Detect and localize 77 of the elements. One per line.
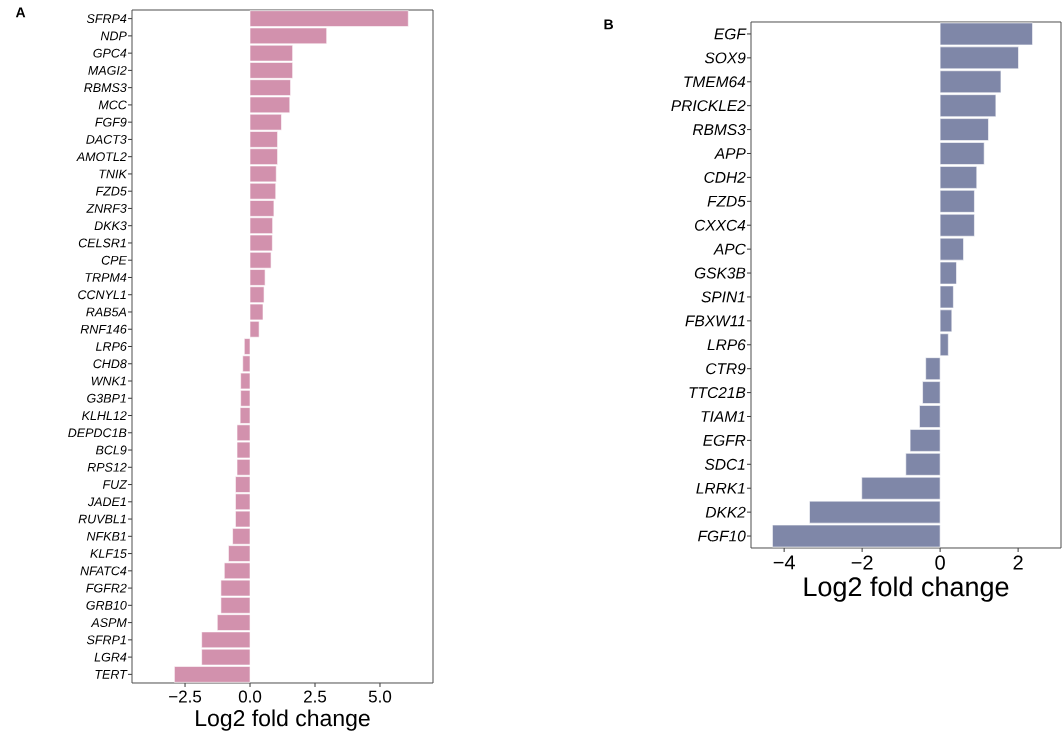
x-tick-label: 2	[1013, 555, 1023, 570]
y-tick-label: FUZ	[102, 480, 128, 489]
x-tick-label: −4	[773, 555, 795, 570]
y-tick-label: FZD5	[707, 195, 746, 207]
y-tick-label: AMOTL2	[76, 152, 127, 162]
y-tick-label: MCC	[98, 100, 127, 110]
y-tick-label: APC	[713, 243, 746, 255]
y-tick-label: CTR9	[706, 363, 746, 375]
y-tick-label: FBXW11	[685, 315, 745, 327]
y-tick-label: GRB10	[86, 600, 127, 610]
y-tick-label: CCNYL1	[78, 290, 126, 300]
x-axis-title: Log2 fold change	[804, 576, 1009, 602]
y-tick-label: DKK2	[705, 506, 746, 518]
y-tick-label: RNF146	[80, 324, 127, 334]
y-tick-label: TIAM1	[701, 411, 745, 422]
x-tick-label: −2.5	[169, 690, 202, 703]
x-tick-label: 0.0	[238, 690, 262, 703]
y-tick-label: APP	[714, 148, 746, 159]
y-tick-label: NFKB1	[86, 532, 126, 541]
y-tick-label: FZD5	[95, 186, 127, 196]
bar	[174, 666, 251, 683]
y-tick-label: KLHL12	[82, 411, 127, 420]
y-tick-label: SDC1	[704, 458, 745, 470]
y-tick-label: SFRP1	[86, 635, 126, 645]
x-tick-label: 5.0	[368, 690, 392, 703]
x-axis-title: Log2 fold change	[196, 709, 370, 731]
y-tick-label: SOX9	[704, 52, 746, 64]
y-tick-label: JADE1	[87, 497, 126, 507]
y-tick-label: CXXC4	[694, 219, 746, 231]
y-tick-label: SPIN1	[701, 291, 745, 303]
y-tick-label: PRICKLE2	[671, 100, 746, 112]
y-tick-label: FGF9	[95, 117, 127, 127]
y-tick-label: TMEM64	[684, 76, 746, 88]
y-tick-label: DEPDC1B	[68, 428, 127, 438]
y-tick-label: G3BP1	[87, 393, 126, 403]
y-tick-label: EGF	[714, 28, 747, 40]
y-tick-label: RUVBL1	[78, 514, 126, 524]
y-tick-label: GPC4	[93, 48, 127, 58]
y-tick-label: GSK3B	[694, 267, 746, 279]
y-tick-label: CPE	[101, 255, 127, 265]
y-tick-label: CDH2	[704, 171, 746, 183]
y-tick-label: TTC21B	[689, 387, 746, 399]
y-tick-label: LRP6	[95, 342, 127, 351]
y-tick-label: MAGI2	[88, 65, 127, 75]
y-tick-label: EGFR	[703, 434, 746, 446]
y-tick-label: TERT	[95, 670, 128, 679]
y-tick-label: TNIK	[99, 169, 128, 179]
x-tick-label: 2.5	[304, 690, 327, 703]
y-tick-label: WNK1	[91, 376, 126, 386]
y-tick-label: ASPM	[90, 618, 127, 628]
x-tick-label: −2	[851, 555, 873, 570]
y-tick-label: RBMS3	[692, 124, 746, 136]
y-tick-label: TRPM4	[85, 273, 127, 282]
y-tick-label: FGFR2	[86, 583, 127, 593]
x-tick-label: 0	[935, 555, 945, 570]
bar	[249, 10, 409, 27]
y-tick-label: DKK3	[94, 221, 127, 231]
y-tick-label: RBMS3	[84, 83, 127, 93]
y-tick-label: RPS12	[87, 462, 127, 472]
y-tick-label: LGR4	[94, 652, 127, 662]
y-tick-label: CHD8	[93, 359, 127, 369]
y-tick-label: KLF15	[90, 549, 127, 558]
bar	[249, 79, 291, 96]
y-tick-label: LRP6	[707, 339, 746, 351]
y-tick-label: SFRP4	[86, 14, 127, 24]
y-tick-label: ZNRF3	[86, 204, 127, 213]
y-tick-label: NDP	[100, 31, 127, 41]
chart-title: A	[15, 7, 26, 18]
y-tick-label: BCL9	[95, 445, 127, 455]
text: B	[604, 19, 614, 30]
y-tick-label: LRRK1	[696, 482, 745, 494]
y-tick-label: CELSR1	[78, 238, 126, 248]
y-tick-label: NFATC4	[80, 566, 127, 576]
y-tick-label: DACT3	[86, 135, 127, 144]
bar	[249, 62, 293, 79]
y-tick-label: FGF10	[698, 530, 746, 542]
y-tick-label: RAB5A	[86, 307, 127, 317]
